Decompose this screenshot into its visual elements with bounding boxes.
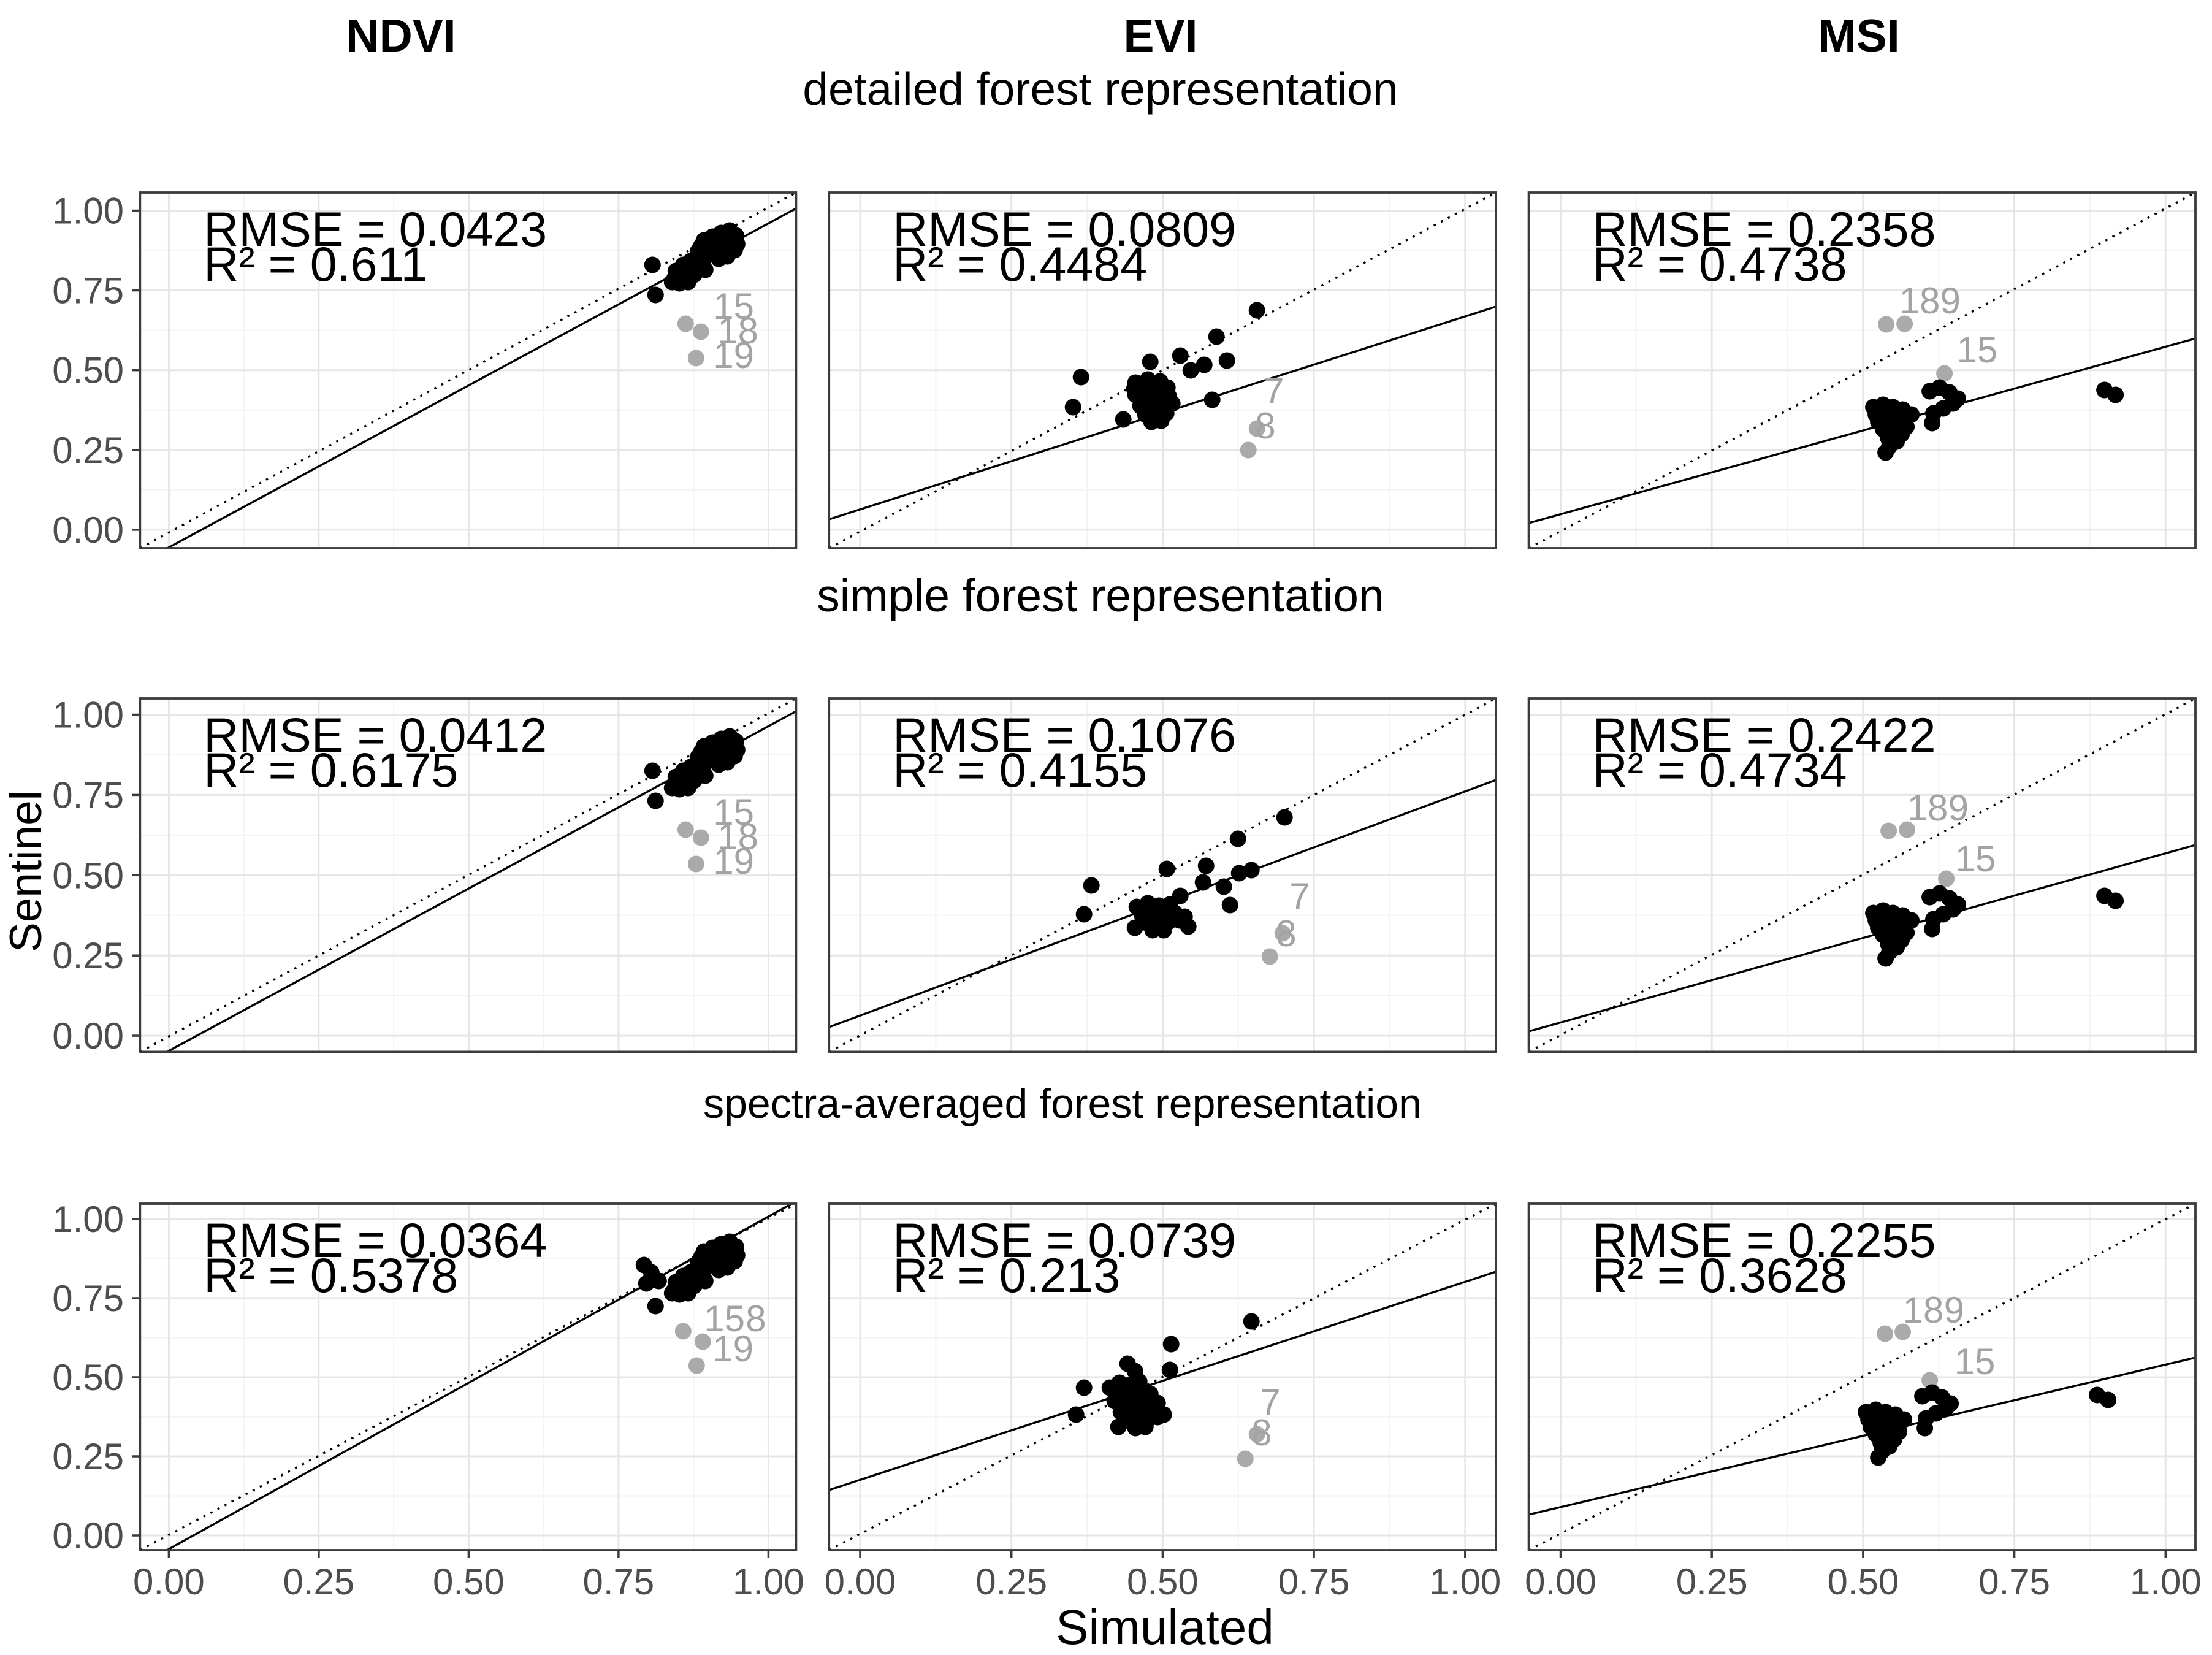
svg-text:15: 15	[1955, 1341, 1996, 1382]
svg-text:0.25: 0.25	[1676, 1561, 1748, 1602]
svg-text:0.75: 0.75	[52, 1278, 124, 1319]
svg-text:0.25: 0.25	[283, 1561, 355, 1602]
svg-text:spectra-averaged forest repres: spectra-averaged forest representation	[703, 1080, 1422, 1127]
svg-text:RMSE = 0.0412: RMSE = 0.0412	[204, 708, 547, 762]
svg-text:0.75: 0.75	[1278, 1561, 1350, 1602]
svg-text:EVI: EVI	[1124, 10, 1198, 61]
svg-text:0.75: 0.75	[52, 774, 124, 816]
svg-text:0.50: 0.50	[433, 1561, 505, 1602]
svg-text:0.00: 0.00	[133, 1561, 205, 1602]
svg-text:R² = 0.4734: R² = 0.4734	[1593, 743, 1847, 797]
svg-text:18: 18	[1899, 280, 1940, 321]
svg-text:15: 15	[713, 286, 754, 327]
svg-text:0.50: 0.50	[1127, 1561, 1199, 1602]
svg-text:R² = 0.3628: R² = 0.3628	[1593, 1248, 1847, 1302]
svg-text:RMSE = 0.0423: RMSE = 0.0423	[204, 202, 547, 256]
svg-text:R² = 0.5378: R² = 0.5378	[204, 1248, 458, 1302]
svg-text:0.50: 0.50	[52, 1357, 124, 1398]
svg-text:R² = 0.4484: R² = 0.4484	[893, 237, 1147, 291]
svg-text:RMSE = 0.1076: RMSE = 0.1076	[893, 708, 1236, 762]
svg-text:9: 9	[1940, 280, 1961, 321]
svg-text:8: 8	[1255, 405, 1275, 446]
svg-text:0.00: 0.00	[52, 1015, 124, 1057]
svg-text:R² = 0.6175: R² = 0.6175	[204, 743, 458, 797]
svg-text:18: 18	[717, 310, 758, 351]
svg-text:RMSE = 0.0364: RMSE = 0.0364	[204, 1213, 547, 1267]
svg-text:0.25: 0.25	[975, 1561, 1047, 1602]
svg-text:0.75: 0.75	[583, 1561, 655, 1602]
svg-text:0.75: 0.75	[52, 270, 124, 312]
svg-text:15: 15	[713, 792, 754, 833]
svg-text:0.00: 0.00	[1525, 1561, 1596, 1602]
svg-text:RMSE = 0.2255: RMSE = 0.2255	[1593, 1213, 1936, 1267]
svg-text:1.00: 1.00	[1429, 1561, 1501, 1602]
svg-text:simple forest representation: simple forest representation	[817, 570, 1384, 621]
svg-text:7: 7	[1264, 370, 1284, 411]
svg-text:0.00: 0.00	[825, 1561, 896, 1602]
svg-text:1.00: 1.00	[2130, 1561, 2202, 1602]
svg-text:1.00: 1.00	[52, 695, 124, 736]
svg-text:Sentinel: Sentinel	[1, 790, 51, 952]
svg-text:0.50: 0.50	[52, 855, 124, 896]
svg-text:detailed forest representation: detailed forest representation	[803, 63, 1398, 115]
svg-text:Simulated: Simulated	[1056, 1600, 1274, 1654]
svg-text:RMSE = 0.2358: RMSE = 0.2358	[1593, 202, 1936, 256]
svg-text:0.00: 0.00	[52, 510, 124, 551]
svg-text:15: 15	[704, 1298, 745, 1339]
svg-text:18: 18	[1903, 1290, 1944, 1331]
svg-text:0.25: 0.25	[52, 430, 124, 471]
svg-text:15: 15	[1955, 838, 1996, 879]
svg-text:MSI: MSI	[1818, 10, 1899, 61]
svg-text:9: 9	[1948, 787, 1969, 828]
svg-text:1.00: 1.00	[52, 191, 124, 232]
svg-text:18: 18	[1907, 787, 1948, 828]
svg-text:R² = 0.4738: R² = 0.4738	[1593, 237, 1847, 291]
svg-text:0.75: 0.75	[1978, 1561, 2050, 1602]
svg-text:8: 8	[1276, 913, 1296, 954]
svg-text:19: 19	[712, 1328, 753, 1369]
svg-text:0.50: 0.50	[52, 350, 124, 391]
svg-text:NDVI: NDVI	[346, 10, 456, 61]
svg-text:RMSE = 0.0739: RMSE = 0.0739	[893, 1213, 1236, 1267]
svg-text:0.25: 0.25	[52, 1436, 124, 1477]
svg-text:R² = 0.4155: R² = 0.4155	[893, 743, 1147, 797]
svg-text:1.00: 1.00	[52, 1199, 124, 1240]
svg-text:7: 7	[1260, 1382, 1280, 1423]
svg-text:9: 9	[1944, 1290, 1964, 1331]
svg-text:0.00: 0.00	[52, 1515, 124, 1556]
svg-text:19: 19	[713, 335, 754, 376]
svg-text:7: 7	[1289, 876, 1310, 917]
svg-text:R² = 0.611: R² = 0.611	[204, 237, 427, 291]
svg-text:1.00: 1.00	[733, 1561, 804, 1602]
svg-text:19: 19	[713, 841, 754, 882]
svg-text:RMSE = 0.0809: RMSE = 0.0809	[893, 202, 1236, 256]
svg-text:15: 15	[1957, 329, 1998, 370]
svg-text:0.50: 0.50	[1828, 1561, 1899, 1602]
svg-text:R² = 0.213: R² = 0.213	[893, 1248, 1120, 1302]
svg-text:0.25: 0.25	[52, 935, 124, 976]
svg-text:8: 8	[1251, 1412, 1272, 1453]
svg-text:8: 8	[746, 1298, 766, 1339]
svg-text:RMSE = 0.2422: RMSE = 0.2422	[1593, 708, 1936, 762]
svg-text:18: 18	[717, 816, 758, 857]
